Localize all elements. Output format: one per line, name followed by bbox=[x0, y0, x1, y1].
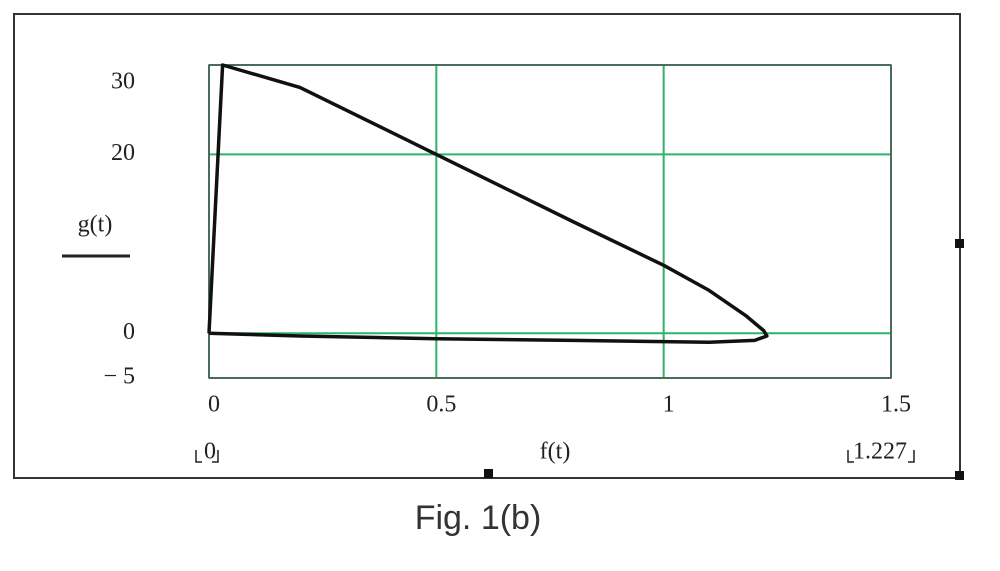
y-axis-label: g(t) bbox=[78, 212, 113, 238]
y-tick-label: 30 bbox=[111, 69, 135, 95]
resize-handle bbox=[955, 239, 964, 248]
y-tick-label: 0 bbox=[123, 319, 135, 345]
x-range-start: 0 bbox=[204, 439, 216, 465]
caption: Fig. 1(b) bbox=[415, 499, 542, 537]
resize-handle bbox=[955, 471, 964, 480]
curve bbox=[207, 63, 769, 344]
frame bbox=[13, 13, 961, 479]
x-axis-label: f(t) bbox=[540, 439, 571, 465]
x-tick-label: 1.5 bbox=[881, 392, 911, 418]
x-tick-label: 1 bbox=[663, 392, 675, 418]
plot-border bbox=[208, 64, 892, 379]
y-tick-label: − 5 bbox=[103, 364, 135, 390]
y-tick-label: 20 bbox=[111, 140, 135, 166]
range-bracket bbox=[847, 450, 915, 463]
resize-handle bbox=[484, 469, 493, 478]
x-tick-label: 0.5 bbox=[426, 392, 456, 418]
x-tick-label: 0 bbox=[208, 392, 220, 418]
range-bracket bbox=[195, 450, 219, 463]
x-range-end: 1.227 bbox=[853, 439, 907, 465]
